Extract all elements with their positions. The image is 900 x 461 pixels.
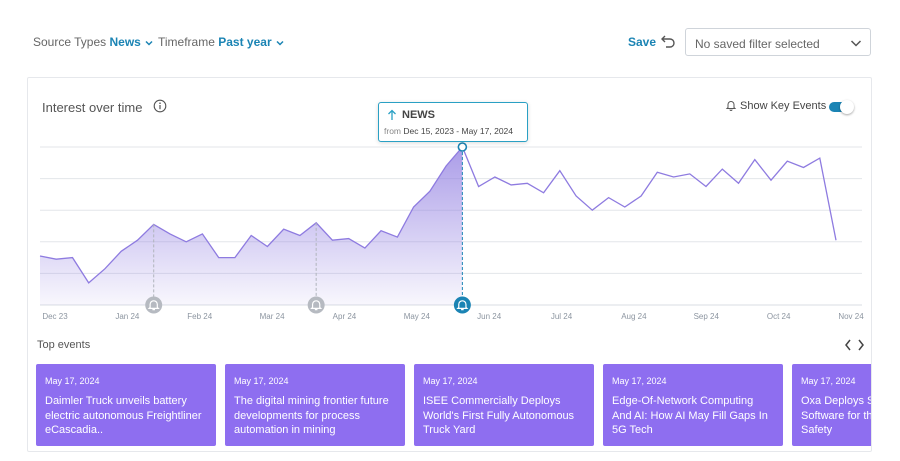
event-card[interactable]: May 17, 2024 ISEE Commercially Deploys W… — [414, 364, 594, 446]
card-title: Interest over time — [42, 100, 143, 115]
x-tick-label: Jul 24 — [551, 312, 573, 321]
highlight-point — [457, 142, 468, 152]
x-tick-label: Sep 24 — [694, 312, 720, 321]
source-types-filter[interactable]: Source Types News — [33, 35, 154, 49]
event-date: May 17, 2024 — [423, 376, 478, 386]
show-key-events-toggle[interactable] — [829, 100, 854, 114]
key-event-marker — [453, 296, 471, 314]
event-date: May 17, 2024 — [801, 376, 856, 386]
event-card[interactable]: May 17, 2024 Daimler Truck unveils batte… — [36, 364, 216, 446]
x-tick-label: Jun 24 — [477, 312, 502, 321]
bell-icon — [147, 300, 160, 311]
saved-filter-select[interactable]: No saved filter selected — [685, 28, 871, 56]
chart-tooltip: NEWS from Dec 15, 2023 - May 17, 2024 — [378, 102, 528, 142]
event-title: Daimler Truck unveils battery electric a… — [45, 395, 202, 436]
save-button[interactable]: Save — [628, 35, 657, 49]
x-tick-label: Dec 23 — [42, 312, 68, 321]
x-tick-label: Mar 24 — [260, 312, 285, 321]
x-tick-label: May 24 — [404, 312, 431, 321]
chevron-right-icon[interactable] — [856, 338, 866, 352]
source-types-value: News — [109, 35, 141, 49]
event-title: ISEE Commercially Deploys World's First … — [423, 395, 575, 436]
area-fill — [40, 147, 463, 305]
bell-icon — [456, 300, 469, 311]
event-date: May 17, 2024 — [45, 376, 100, 386]
event-card[interactable]: May 17, 2024 Edge-Of-Network Computing A… — [603, 364, 783, 446]
bell-icon — [725, 101, 737, 111]
timeframe-label: Timeframe — [158, 35, 215, 49]
toggle-knob — [840, 100, 854, 114]
event-title: The digital mining frontier future devel… — [234, 395, 389, 436]
source-types-label: Source Types — [33, 35, 107, 49]
event-card[interactable]: May 17, 2024 Oxa Deploys Self-driving So… — [792, 364, 872, 446]
bell-icon — [310, 300, 323, 311]
x-tick-label: Aug 24 — [621, 312, 647, 321]
timeframe-value: Past year — [218, 35, 272, 49]
top-events-heading: Top events — [37, 339, 91, 351]
undo-icon[interactable] — [660, 33, 676, 49]
timeframe-filter[interactable]: Timeframe Past year — [158, 35, 285, 49]
events-carousel: May 17, 2024 Daimler Truck unveils batte… — [36, 364, 872, 449]
series-line — [39, 145, 837, 284]
arrow-up-icon — [388, 109, 396, 120]
x-tick-label: Jan 24 — [115, 312, 140, 321]
x-tick-label: Feb 24 — [187, 312, 212, 321]
filter-bar: Source Types News Timeframe Past year Sa… — [0, 0, 900, 78]
interest-over-time-card: Interest over time Show Key Events Dec 2… — [27, 77, 872, 452]
chevron-left-icon[interactable] — [843, 338, 853, 352]
tooltip-title: NEWS — [402, 109, 435, 121]
x-tick-label: Oct 24 — [767, 312, 791, 321]
event-title: Edge-Of-Network Computing And AI: How AI… — [612, 395, 768, 436]
x-tick-label: Nov 24 — [838, 312, 864, 321]
chevron-down-icon — [850, 40, 862, 47]
interest-chart: Dec 23 Jan 24 Feb 24 Mar 24 Apr 24 May 24 Jun … — [39, 142, 864, 321]
key-event-marker — [145, 296, 163, 314]
chevron-down-icon — [276, 40, 284, 46]
key-event-marker — [307, 296, 325, 314]
event-title: Oxa Deploys Self-driving Software for th… — [801, 395, 872, 436]
x-tick-label: Apr 24 — [333, 312, 357, 321]
event-date: May 17, 2024 — [234, 376, 289, 386]
chevron-down-icon — [145, 40, 153, 46]
tooltip-range: from Dec 15, 2023 - May 17, 2024 — [384, 126, 513, 136]
show-key-events-label: Show Key Events — [740, 100, 827, 112]
event-date: May 17, 2024 — [612, 376, 667, 386]
info-icon[interactable] — [153, 99, 167, 113]
saved-filter-value: No saved filter selected — [695, 37, 820, 51]
event-card[interactable]: May 17, 2024 The digital mining frontier… — [225, 364, 405, 446]
